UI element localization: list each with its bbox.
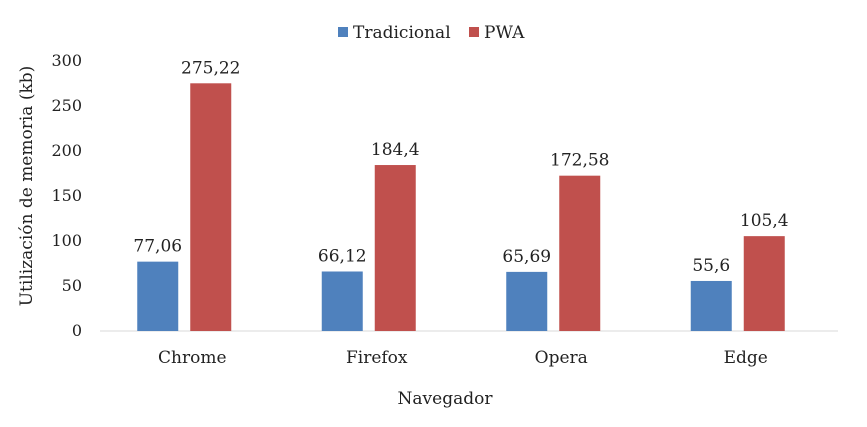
y-tick-label: 300 bbox=[51, 51, 82, 70]
y-tick-label: 150 bbox=[51, 186, 82, 205]
y-tick-label: 200 bbox=[51, 141, 82, 160]
data-label: 172,58 bbox=[550, 151, 609, 171]
bar-pwa-opera bbox=[559, 175, 601, 331]
y-tick-label: 250 bbox=[51, 96, 82, 115]
legend-label-tradicional: Tradicional bbox=[353, 23, 451, 43]
data-label: 184,4 bbox=[371, 140, 420, 160]
bar-tradicional-edge bbox=[690, 280, 732, 331]
data-label: 105,4 bbox=[740, 211, 789, 231]
bars bbox=[137, 83, 785, 331]
legend-label-pwa: PWA bbox=[484, 23, 525, 43]
data-label: 77,06 bbox=[133, 237, 182, 257]
bar-tradicional-opera bbox=[506, 271, 548, 331]
y-tick-label: 50 bbox=[62, 276, 82, 295]
x-category-label: Opera bbox=[535, 348, 588, 368]
y-axis-ticks: 0 50 100 150 200 250 300 bbox=[51, 51, 82, 340]
x-axis-title: Navegador bbox=[398, 389, 494, 409]
bar-pwa-chrome bbox=[190, 83, 232, 331]
y-axis-title: Utilización de memoria (kb) bbox=[17, 66, 37, 307]
data-label: 65,69 bbox=[502, 247, 551, 267]
x-category-label: Firefox bbox=[346, 348, 408, 368]
x-category-label: Chrome bbox=[158, 348, 227, 368]
legend: Tradicional PWA bbox=[338, 23, 525, 43]
legend-swatch-pwa bbox=[469, 27, 479, 37]
y-tick-label: 100 bbox=[51, 231, 82, 250]
bar-pwa-firefox bbox=[374, 165, 416, 331]
bar-tradicional-firefox bbox=[321, 271, 363, 331]
y-tick-label: 0 bbox=[72, 321, 82, 340]
bar-tradicional-chrome bbox=[137, 261, 179, 331]
data-labels: 77,06 275,22 66,12 184,4 65,69 172,58 55,6 105,… bbox=[133, 58, 788, 276]
data-label: 66,12 bbox=[318, 246, 367, 266]
data-label: 55,6 bbox=[692, 256, 730, 276]
bar-pwa-edge bbox=[743, 236, 785, 331]
x-category-label: Edge bbox=[724, 348, 768, 368]
legend-swatch-tradicional bbox=[338, 27, 348, 37]
data-label: 275,22 bbox=[181, 58, 240, 78]
x-axis-categories: Chrome Firefox Opera Edge bbox=[158, 348, 768, 368]
